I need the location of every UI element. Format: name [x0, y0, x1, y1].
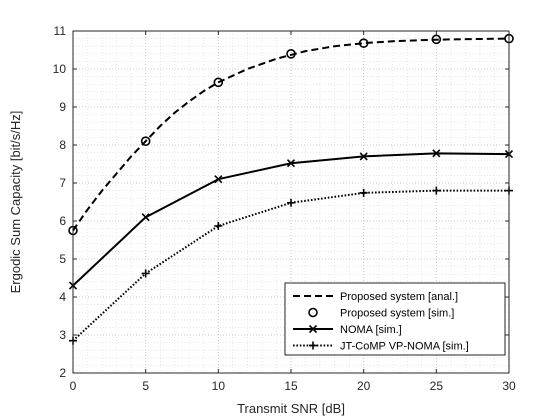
axis-tick-labels: 0 5 10 15 20 25 30 2 3 4 5 6 7 8 9 10 11 [53, 24, 516, 393]
legend-entry-2: NOMA [sim.] [293, 324, 402, 336]
y-tick-label: 8 [59, 138, 66, 152]
x-tick-label: 0 [70, 379, 77, 393]
legend-label: Proposed system [sim.] [340, 308, 454, 320]
x-marker [214, 175, 223, 184]
legend-entry-0: Proposed system [anal.] [293, 291, 458, 303]
x-marker-stroke [214, 175, 223, 184]
circle-marker [431, 34, 442, 45]
x-marker-stroke [432, 149, 441, 158]
axis-ticks [72, 30, 510, 374]
x-marker [286, 159, 296, 168]
legend-box [284, 282, 506, 356]
plus-marker [309, 341, 317, 350]
x-tick-label: 5 [142, 379, 149, 393]
x-tick-label: 25 [430, 379, 444, 393]
x-marker [359, 152, 368, 161]
x-axis-label: Transmit SNR [dB] [237, 401, 345, 416]
x-marker [432, 149, 441, 158]
legend-entry-3: JT-CoMP VP-NOMA [sim.] [293, 341, 469, 353]
y-tick-label: 6 [59, 214, 66, 228]
y-axis-label: Ergodic Sum Capacity [bit/s/Hz] [8, 111, 23, 294]
plus-marker [214, 221, 223, 230]
series-0 [72, 37, 510, 232]
plus-marker [287, 198, 295, 207]
y-tick-label: 3 [59, 328, 66, 342]
x-tick-label: 10 [212, 379, 226, 393]
x-marker [308, 324, 318, 334]
legend-entries: Proposed system [anal.] Proposed system [… [293, 291, 469, 353]
y-tick-label: 10 [53, 62, 67, 76]
y-tick-label: 2 [59, 366, 66, 380]
x-marker-stroke [308, 324, 318, 334]
legend-label: Proposed system [anal.] [340, 291, 458, 303]
circle-marker [213, 77, 224, 88]
legend-label: JT-CoMP VP-NOMA [sim.] [340, 341, 469, 353]
x-tick-label: 20 [357, 379, 371, 393]
x-marker-stroke [286, 159, 296, 168]
legend-entry-1: Proposed system [sim.] [308, 307, 454, 320]
circle-marker [308, 307, 318, 318]
circle-marker [286, 48, 296, 59]
legend: Proposed system [anal.] Proposed system [… [284, 282, 506, 356]
series-2 [68, 149, 514, 290]
y-tick-label: 11 [54, 24, 67, 38]
circle-marker [358, 38, 369, 48]
x-tick-label: 30 [502, 379, 516, 393]
y-tick-label: 5 [59, 252, 66, 266]
x-marker-stroke [359, 152, 368, 161]
x-marker-stroke [141, 213, 150, 222]
y-tick-label: 4 [59, 290, 66, 304]
x-marker [141, 213, 150, 222]
y-tick-label: 7 [59, 176, 66, 190]
circle-marker [140, 136, 151, 146]
legend-label: NOMA [sim.] [340, 324, 402, 336]
x-tick-label: 15 [284, 379, 298, 393]
plus-marker [141, 269, 150, 278]
plus-marker [432, 186, 441, 195]
y-tick-label: 9 [59, 100, 66, 114]
series-line [72, 37, 510, 232]
plus-marker [359, 188, 368, 197]
